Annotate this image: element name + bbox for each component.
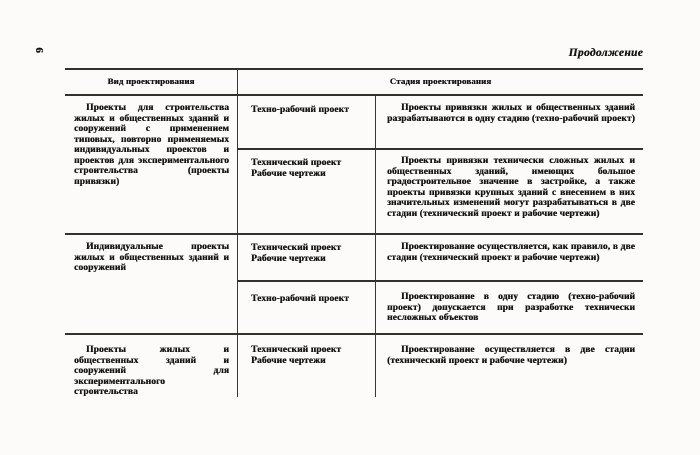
row3-stage-cell: Технический проект Рабочие чертежи xyxy=(237,333,375,397)
row3-kind-cell: Проекты жилых и общественных зданий и со… xyxy=(65,333,237,397)
row1-kind-cell: Проекты для строительства жилых и общест… xyxy=(74,103,229,187)
row1a-stage-cell: Техно-рабочий проект xyxy=(237,96,375,150)
page-number: 6 xyxy=(32,47,45,53)
stage-line: Технический проект xyxy=(251,243,342,253)
stage-line: Технический проект xyxy=(251,158,342,168)
stage-line: Техно-рабочий проект xyxy=(251,294,349,304)
stage-line: Техно-рабочий проект xyxy=(251,105,349,115)
header-stages-cell: Стадия проектирования xyxy=(237,68,643,96)
row2b-description-cell: Проектирование в одну стадию (техно-рабо… xyxy=(375,282,643,333)
row1b-stage-cell: Технический проект Рабочие чертежи xyxy=(237,150,375,233)
row1b-description-cell: Проекты привязки технически сложных жилы… xyxy=(375,150,643,233)
stage-line: Рабочие чертежи xyxy=(251,168,326,179)
row3-description-cell: Проектирование осуществляется в две стад… xyxy=(375,333,643,397)
stage-line: Технический проект xyxy=(251,345,342,355)
header-kind-cell: Вид проектирования xyxy=(65,68,237,96)
stage-line: Рабочие чертежи xyxy=(251,355,326,366)
row2b-stage-cell: Техно-рабочий проект xyxy=(237,282,375,333)
row1a-description-cell: Проекты привязки жилых и общественных зд… xyxy=(375,96,643,150)
row2a-stage-cell: Технический проект Рабочие чертежи xyxy=(237,233,375,282)
continuation-label: Продолжение xyxy=(568,47,643,59)
stage-line: Рабочие чертежи xyxy=(251,253,326,264)
row2-kind-cell: Индивидуальные проекты жилых и обществен… xyxy=(65,233,237,333)
row2a-description-cell: Проектирование осуществляется, как прави… xyxy=(375,233,643,282)
design-stages-table: Вид проектирования Стадия проектирования… xyxy=(65,68,643,397)
